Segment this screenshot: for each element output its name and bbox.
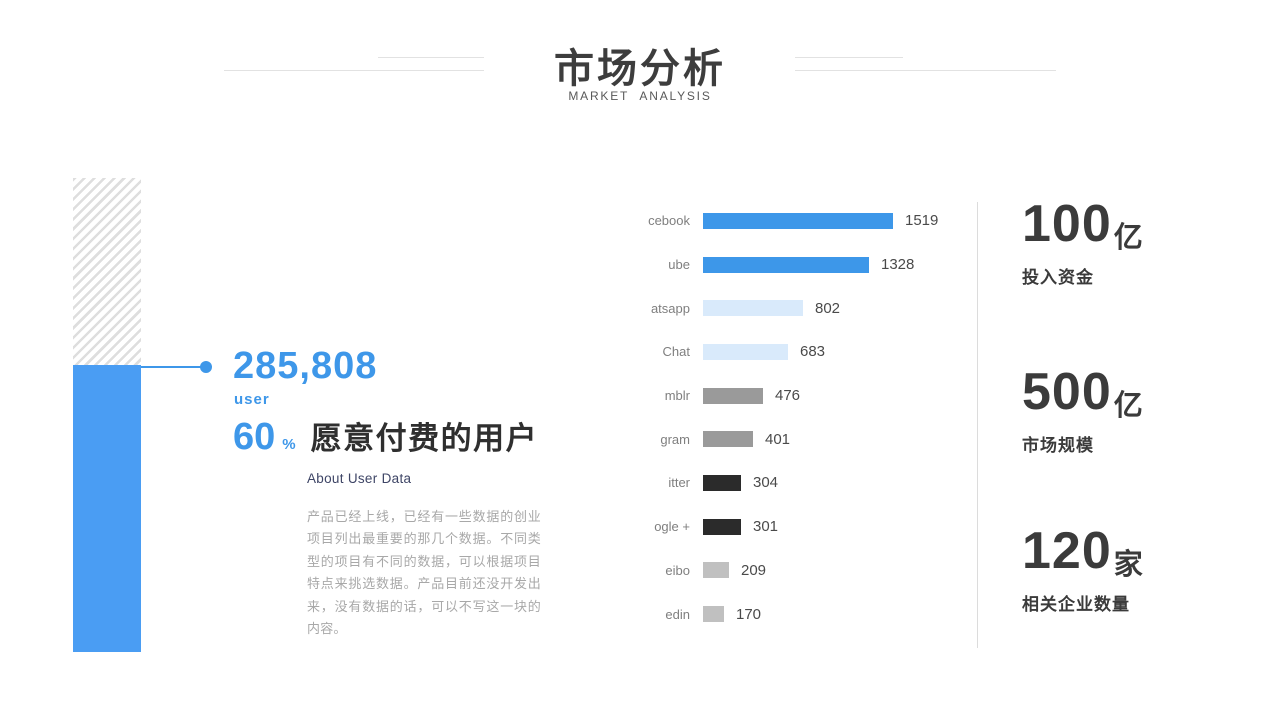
description-paragraph: 产品已经上线，已经有一些数据的创业项目列出最重要的那几个数据。不同类型的项目有不…: [307, 509, 541, 637]
stat-unit: 亿: [1113, 390, 1143, 422]
stat-number-row: 100 亿: [1022, 195, 1143, 254]
stat-unit: 家: [1113, 549, 1143, 581]
chart-bar: [703, 474, 741, 491]
chart-row: ogle + 301: [630, 505, 960, 549]
chart-bar: [703, 256, 869, 273]
chart-row: edin 170: [630, 592, 960, 636]
chart-category-label: atsapp: [650, 300, 690, 316]
stat-value: 120: [1022, 522, 1112, 580]
chart-row: ube 1328: [630, 243, 960, 287]
chart-row: cebook 1519: [630, 199, 960, 243]
chart-category-label: Chat: [662, 344, 690, 360]
vertical-divider: [977, 202, 978, 648]
chart-row: atsapp 802: [630, 286, 960, 330]
chart-bar: [703, 387, 763, 404]
hatched-decoration-block: [73, 178, 141, 365]
chart-category-label: itter: [668, 475, 690, 491]
page-subtitle: MARKET ANALYSIS: [568, 89, 712, 103]
chart-value-label: 476: [775, 387, 801, 405]
subheading-text: About User Data: [307, 471, 412, 486]
chart-category-label: cebook: [648, 213, 690, 229]
stat-unit: 亿: [1113, 222, 1143, 254]
blue-decoration-block: [73, 365, 141, 652]
stat-value: 100: [1022, 195, 1112, 253]
decorative-line-right-bottom: [795, 70, 1056, 71]
chart-value-label: 683: [800, 343, 826, 361]
chart-value-label: 170: [736, 605, 762, 623]
percent-sign: %: [282, 436, 296, 453]
stat-related-companies: 120 家 相关企业数量: [1022, 525, 1143, 615]
chart-row: gram 401: [630, 417, 960, 461]
chart-row: itter 304: [630, 461, 960, 505]
page-title: 市场分析: [554, 47, 726, 91]
stat-number-row: 500 亿: [1022, 363, 1143, 422]
chart-value-label: 304: [753, 474, 779, 492]
chart-category-label: ube: [668, 257, 690, 273]
chart-bar: [703, 343, 788, 360]
chart-bar: [703, 562, 729, 579]
chart-value-label: 401: [765, 430, 791, 448]
stat-label: 相关企业数量: [1022, 595, 1130, 614]
chart-value-label: 1328: [881, 256, 915, 274]
stat-value: 500: [1022, 363, 1112, 421]
chart-value-label: 1519: [905, 212, 939, 230]
user-count-value: 285,808: [233, 345, 378, 387]
chart-bar: [703, 606, 724, 623]
chart-bar: [703, 431, 753, 448]
chart-row: mblr 476: [630, 374, 960, 418]
stat-label: 市场规模: [1022, 436, 1094, 455]
chart-bar: [703, 300, 803, 317]
chart-value-label: 802: [815, 299, 841, 317]
headline-row: 60 % 愿意付费的用户: [233, 418, 538, 456]
chart-category-label: edin: [665, 606, 690, 622]
chart-category-label: gram: [660, 431, 690, 447]
decorative-line-left-bottom: [224, 70, 484, 71]
percent-value: 60: [233, 416, 276, 458]
connector-dot: [200, 361, 212, 373]
stat-number-row: 120 家: [1022, 522, 1143, 581]
user-count-unit: user: [234, 391, 270, 408]
chart-category-label: eibo: [665, 562, 690, 578]
chart-category-label: mblr: [664, 388, 690, 404]
headline-text: 愿意付费的用户: [310, 421, 539, 456]
connector-line: [141, 366, 201, 368]
chart-value-label: 209: [741, 561, 767, 579]
chart-value-label: 301: [753, 518, 779, 536]
chart-category-label: ogle +: [654, 519, 690, 535]
stat-invested-capital: 100 亿 投入资金: [1022, 198, 1143, 288]
stat-market-size: 500 亿 市场规模: [1022, 366, 1143, 456]
chart-row: Chat 683: [630, 330, 960, 374]
decorative-line-left-top: [378, 57, 484, 58]
chart-row: eibo 209: [630, 549, 960, 593]
chart-bar: [703, 518, 741, 535]
stat-label: 投入资金: [1022, 268, 1094, 287]
chart-bar: [703, 212, 893, 229]
decorative-line-right-top: [795, 57, 903, 58]
bar-chart: cebook 1519 ube 1328 atsapp 802 Chat 683 mblr 476…: [630, 199, 960, 636]
